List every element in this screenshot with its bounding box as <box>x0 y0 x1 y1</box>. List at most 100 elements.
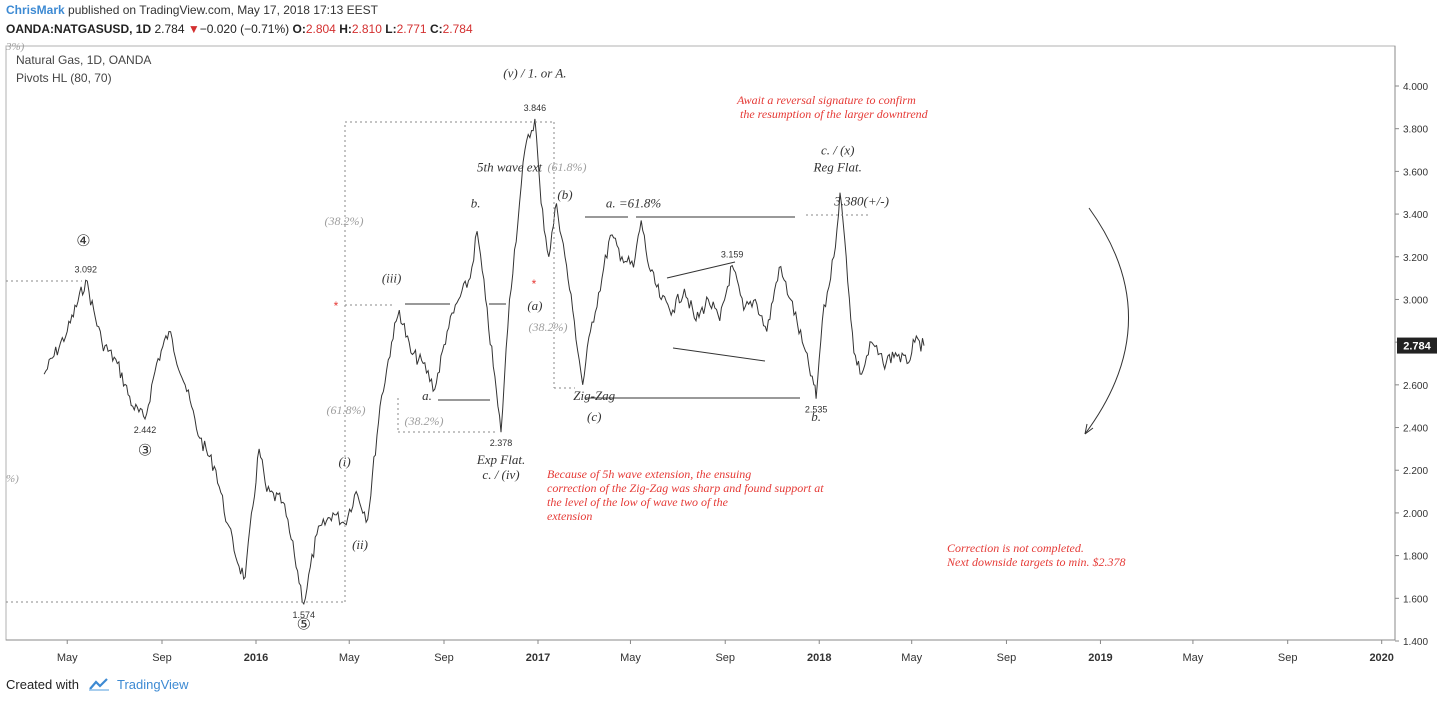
legend-instrument: Natural Gas, 1D, OANDA <box>16 53 151 67</box>
symbol-label[interactable]: OANDA:NATGASUSD, 1D <box>6 22 152 36</box>
high-label: H: <box>339 22 352 36</box>
x-tick-label: May <box>1183 652 1204 664</box>
annotation-text: Because of 5h wave extension, the ensuin… <box>547 467 751 481</box>
author-link[interactable]: ChrisMark <box>6 3 65 17</box>
wave-label: (iii) <box>382 270 402 285</box>
close-value: 2.784 <box>442 22 473 36</box>
annotation-text: Await a reversal signature to confirm <box>736 93 916 107</box>
wave-label: c. / (iv) <box>482 467 519 482</box>
price-point-label: 2.535 <box>805 405 828 415</box>
x-tick-label: 2018 <box>807 652 831 664</box>
price-series-line <box>43 118 925 606</box>
x-tick-label: Sep <box>997 652 1017 664</box>
published-text: published on TradingView.com, May 17, 20… <box>64 3 378 17</box>
y-tick-label: 2.400 <box>1403 424 1428 435</box>
annotation-text: extension <box>547 509 592 523</box>
fib-level-label: (61.8%) <box>327 403 366 417</box>
wave-label: b. <box>471 196 481 211</box>
edge-fib-label: 3%) <box>5 41 25 53</box>
x-tick-label: Sep <box>1278 652 1298 664</box>
wave-label: a. =61.8% <box>606 196 662 211</box>
marker-asterisk: * <box>532 277 537 291</box>
price-point-label: 2.442 <box>134 425 157 435</box>
trend-line <box>672 347 766 362</box>
plot-frame <box>5 45 1396 641</box>
forecast-arrow-head <box>1084 423 1094 435</box>
price-point-label: 1.574 <box>293 610 316 620</box>
wave-label: ④ <box>76 233 90 250</box>
y-tick-label: 1.800 <box>1403 552 1428 563</box>
wave-label: Exp Flat. <box>476 452 525 467</box>
wave-label: Reg Flat. <box>813 159 862 174</box>
fib-level-label: (38.2%) <box>325 214 364 228</box>
low-value: 2.771 <box>396 22 427 36</box>
annotation-text: correction of the Zig-Zag was sharp and … <box>547 481 824 495</box>
down-arrow-icon: ▼ <box>187 22 200 36</box>
y-tick-label: 3.200 <box>1403 253 1428 264</box>
x-tick-label: Sep <box>152 652 172 664</box>
legend-indicator: Pivots HL (80, 70) <box>16 71 112 85</box>
x-tick-label: 2017 <box>526 652 550 664</box>
wave-label: 5th wave ext <box>477 159 542 174</box>
wave-label: c. / (x) <box>821 142 855 157</box>
last-price-label: 2.784 <box>1403 341 1431 353</box>
wave-label: ③ <box>138 442 152 459</box>
x-tick-label: May <box>620 652 641 664</box>
wave-label: (b) <box>557 187 572 202</box>
last-price: 2.784 <box>154 22 185 36</box>
footer: Created with TradingView <box>0 668 1440 702</box>
last-price-tag <box>1397 337 1437 354</box>
x-tick-label: 2020 <box>1369 652 1393 664</box>
chart-header: ChrisMark published on TradingView.com, … <box>0 0 1440 40</box>
x-tick-label: 2016 <box>244 652 268 664</box>
price-point-label: 2.378 <box>490 438 513 448</box>
annotation-text: the level of the low of wave two of the <box>547 495 729 509</box>
x-tick-label: Sep <box>434 652 454 664</box>
wave-label: (v) / 1. or A. <box>503 65 566 80</box>
trend-line <box>666 261 736 279</box>
tradingview-brand-link[interactable]: TradingView <box>117 677 189 692</box>
annotation-text: Next downside targets to min. $2.378 <box>946 555 1126 569</box>
x-tick-label: May <box>339 652 360 664</box>
edge-fib-label: %) <box>6 473 19 485</box>
wave-label: (c) <box>587 409 601 424</box>
y-tick-label: 2.000 <box>1403 509 1428 520</box>
open-value: 2.804 <box>305 22 336 36</box>
wave-label: 3.380(+/-) <box>833 194 889 209</box>
x-tick-label: Sep <box>715 652 735 664</box>
x-tick-label: 2019 <box>1088 652 1112 664</box>
y-tick-label: 4.000 <box>1403 82 1428 93</box>
tradingview-cloud-icon[interactable] <box>88 677 110 691</box>
marker-asterisk: * <box>334 299 339 313</box>
low-label: L: <box>385 22 397 36</box>
quote-line: OANDA:NATGASUSD, 1D 2.784 ▼−0.020 (−0.71… <box>6 22 473 36</box>
annotation-text: Correction is not completed. <box>947 541 1084 555</box>
high-value: 2.810 <box>351 22 382 36</box>
y-tick-label: 2.600 <box>1403 381 1428 392</box>
price-change: −0.020 (−0.71%) <box>199 22 290 36</box>
wave-label: b. <box>811 409 821 424</box>
y-tick-label: 3.600 <box>1403 167 1428 178</box>
price-chart[interactable]: 4.0003.8003.6003.4003.2003.0002.8002.600… <box>0 40 1440 668</box>
open-label: O: <box>292 22 306 36</box>
y-tick-label: 1.600 <box>1403 594 1428 605</box>
y-tick-label: 2.200 <box>1403 466 1428 477</box>
created-with-text: Created with <box>6 677 79 692</box>
x-tick-label: May <box>901 652 922 664</box>
publish-line: ChrisMark published on TradingView.com, … <box>6 3 378 17</box>
x-tick-label: May <box>57 652 78 664</box>
fib-level-label: (38.2%) <box>529 320 568 334</box>
y-tick-label: 3.800 <box>1403 125 1428 136</box>
wave-label: Zig-Zag <box>573 388 615 403</box>
y-tick-label: 3.400 <box>1403 210 1428 221</box>
y-tick-label: 3.000 <box>1403 295 1428 306</box>
wave-label: ⑤ <box>297 616 311 633</box>
annotation-text: the resumption of the larger downtrend <box>740 107 929 121</box>
y-tick-label: 1.400 <box>1403 637 1428 648</box>
price-point-label: 3.159 <box>721 250 744 260</box>
price-point-label: 3.846 <box>524 103 547 113</box>
wave-label: a. <box>422 388 432 403</box>
close-label: C: <box>429 22 443 36</box>
forecast-arrow-curve <box>1084 207 1129 435</box>
wave-label: (ii) <box>352 537 368 552</box>
